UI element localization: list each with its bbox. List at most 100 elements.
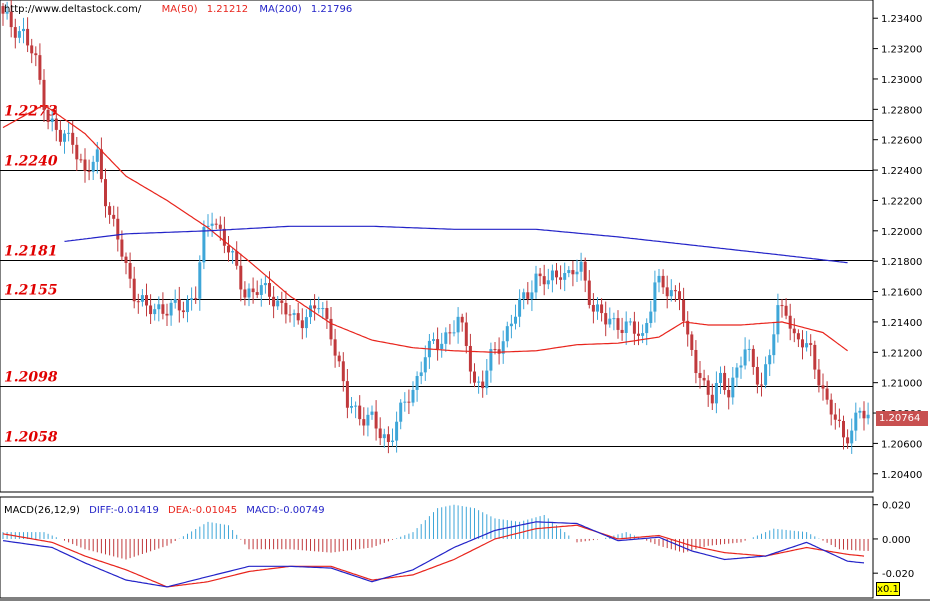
candle-up <box>514 316 517 324</box>
candle-down <box>723 372 727 390</box>
candle-up <box>743 349 747 366</box>
candle-up <box>850 430 854 444</box>
price-tick-label: 1.22800 <box>881 105 922 116</box>
candle-up <box>399 402 403 422</box>
candle-down <box>374 411 378 429</box>
candle-down <box>58 129 62 142</box>
candle-up <box>628 321 632 323</box>
candle-up <box>321 308 325 310</box>
candle-up <box>624 321 628 333</box>
candle-down <box>813 344 817 370</box>
ma200-label: MA(200) <box>259 4 302 15</box>
candle-down <box>116 218 120 240</box>
price-tick-label: 1.22000 <box>881 227 922 238</box>
candle-up <box>292 313 296 315</box>
candle-down <box>559 277 563 280</box>
candle-down <box>218 224 222 229</box>
candle-up <box>17 31 21 38</box>
candle-down <box>587 280 591 305</box>
candle-down <box>222 228 226 246</box>
candle-down <box>104 179 107 207</box>
candle-up <box>210 223 214 226</box>
macd-tick-label: 0.020 <box>882 501 911 512</box>
candle-down <box>817 369 821 386</box>
candle-down <box>678 291 681 300</box>
candle-up <box>866 414 870 419</box>
candle-up <box>776 305 780 335</box>
price-tick-label: 1.21400 <box>881 318 922 329</box>
candle-up <box>608 318 612 325</box>
source-url[interactable]: http://www.deltastock.com/ <box>4 4 142 15</box>
candle-up <box>202 227 206 263</box>
candle-down <box>788 315 792 329</box>
candle-up <box>67 132 71 134</box>
candle-down <box>345 381 349 408</box>
candle-down <box>468 345 472 372</box>
candle-down <box>145 295 148 306</box>
candle-down <box>661 275 665 288</box>
candle-down <box>702 377 706 381</box>
candle-down <box>181 310 185 313</box>
candle-up <box>432 339 435 341</box>
candle-up <box>579 261 583 272</box>
macd-tick-label: -0.020 <box>882 569 914 580</box>
candle-down <box>161 304 165 314</box>
candle-down <box>251 288 255 293</box>
candle-down <box>755 366 759 385</box>
candle-up <box>456 316 460 333</box>
candle-up <box>858 410 862 413</box>
candle-down <box>214 223 218 225</box>
level-label: 1.2155 <box>4 283 58 299</box>
candle-down <box>751 348 755 367</box>
candle-down <box>555 270 558 278</box>
candle-down <box>809 343 813 345</box>
candle-up <box>805 343 809 348</box>
candle-down <box>784 305 788 316</box>
price-tick-label: 1.23400 <box>881 14 922 25</box>
candle-up <box>518 298 522 317</box>
candle-down <box>54 118 58 130</box>
candle-up <box>530 292 534 299</box>
candle-up <box>501 341 505 354</box>
zoom-button[interactable]: x0.1 <box>876 582 900 596</box>
candle-up <box>747 348 751 350</box>
candle-up <box>489 349 493 371</box>
candle-down <box>571 270 575 275</box>
candle-down <box>358 405 362 420</box>
candle-down <box>333 339 337 356</box>
candle-down <box>682 299 686 321</box>
candle-up <box>153 309 157 315</box>
candle-down <box>837 419 841 421</box>
candle-down <box>497 349 501 354</box>
candle-up <box>669 290 673 297</box>
macd-axis: 0.020 0.000 -0.020 <box>873 501 914 580</box>
candle-up <box>477 381 481 383</box>
candle-up <box>276 300 280 307</box>
candle-down <box>481 381 485 389</box>
candle-down <box>407 401 411 403</box>
candle-down <box>337 355 341 362</box>
macd-header: MACD(26,12,9) DIFF:-0.01419 DEA:-0.01045… <box>4 505 325 516</box>
candle-up <box>612 318 616 320</box>
candle-up <box>534 273 538 293</box>
candle-down <box>235 251 239 266</box>
ma50-line <box>2 104 848 353</box>
candle-down <box>136 301 140 303</box>
candle-down <box>194 298 198 300</box>
candle-down <box>13 27 17 38</box>
candle-down <box>706 380 710 395</box>
candle-up <box>304 317 308 329</box>
candle-down <box>288 314 292 316</box>
ma200-line <box>64 225 848 264</box>
candle-up <box>366 414 370 426</box>
candle-up <box>641 333 645 336</box>
price-tick-label: 1.20600 <box>881 439 922 450</box>
price-tick-label: 1.23000 <box>881 75 922 86</box>
ma50-value: 1.21212 <box>206 4 249 15</box>
candle-down <box>124 256 128 263</box>
candle-down <box>30 45 34 54</box>
candle-down <box>227 245 230 253</box>
candle-down <box>255 292 259 295</box>
